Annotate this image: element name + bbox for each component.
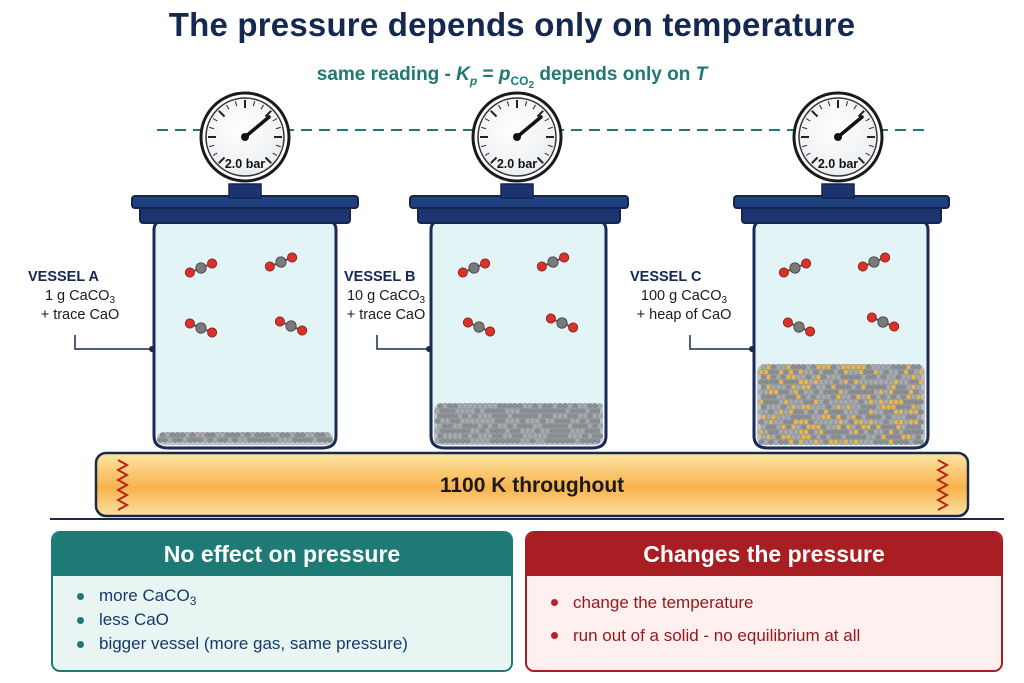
label-leader [376, 335, 429, 350]
temperature-label: 1100 K throughout [439, 474, 625, 497]
gauge-reading: 2.0 bar [497, 157, 537, 171]
list-item: less CaO [77, 608, 511, 632]
changes-panel: Changes the pressure change the temperat… [525, 531, 1003, 672]
vessel-c: 2.0 bar [689, 91, 950, 450]
co2-molecule [184, 318, 218, 338]
list-item: change the temperature [551, 586, 1001, 619]
list-item: more CaCO3 [77, 584, 511, 608]
label-leader [74, 335, 152, 350]
gauge-stem [821, 183, 855, 199]
no-effect-panel: No effect on pressure more CaCO3 less Ca… [51, 531, 513, 672]
vessel-b: 2.0 bar [376, 91, 629, 450]
changes-title: Changes the pressure [527, 533, 1001, 576]
co2-molecule [462, 317, 496, 337]
list-item: run out of a solid - no equilibrium at a… [551, 619, 1001, 652]
co2-molecule [857, 252, 891, 272]
vessel-c-label: VESSEL C 100 g CaCO3 + heap of CaO [630, 268, 738, 325]
co2-molecule [457, 258, 491, 278]
gauge-needle [243, 115, 271, 139]
gauge-reading: 2.0 bar [818, 157, 858, 171]
changes-list: change the temperature run out of a soli… [527, 576, 1001, 652]
co2-molecule [866, 312, 900, 332]
label-leader [689, 335, 752, 350]
gauge-needle [836, 115, 864, 139]
pressure-gauge-icon: 2.0 bar [792, 91, 884, 183]
solid-bed [434, 403, 603, 445]
glass-jar [152, 218, 338, 450]
heating-coil-left [115, 459, 130, 511]
co2-molecule [536, 252, 570, 272]
solid-bed [157, 432, 333, 445]
vessel-b-name: VESSEL B [344, 269, 416, 285]
pressure-gauge-icon: 2.0 bar [199, 91, 291, 183]
solid-bed [757, 364, 925, 445]
gauge-stem [500, 183, 534, 199]
co2-molecule [264, 252, 298, 272]
gauge-needle [515, 115, 543, 139]
vessel-b-label: VESSEL B 10 g CaCO3 + trace CaO [344, 268, 428, 325]
page-title: The pressure depends only on temperature [168, 6, 856, 43]
co2-molecule [184, 258, 218, 278]
co2-molecule [782, 317, 816, 337]
gauge-reading: 2.0 bar [225, 157, 265, 171]
vessel-a: 2.0 bar [74, 91, 359, 450]
heater-plate [94, 451, 970, 518]
no-effect-list: more CaCO3 less CaO bigger vessel (more … [53, 576, 511, 656]
heating-coil-right [935, 459, 950, 511]
co2-molecule [778, 258, 812, 278]
subtitle: same reading - Kp = pCO2 depends only on… [316, 64, 708, 91]
vessel-a-label: VESSEL A 1 g CaCO3 + trace CaO [28, 268, 132, 325]
vessel-a-name: VESSEL A [28, 269, 99, 285]
co2-molecule [545, 313, 579, 333]
list-item: bigger vessel (more gas, same pressure) [77, 632, 511, 656]
vessel-c-name: VESSEL C [630, 269, 702, 285]
gauge-stem [228, 183, 262, 199]
pressure-gauge-icon: 2.0 bar [471, 91, 563, 183]
co2-molecule [274, 316, 308, 336]
no-effect-title: No effect on pressure [53, 533, 511, 576]
